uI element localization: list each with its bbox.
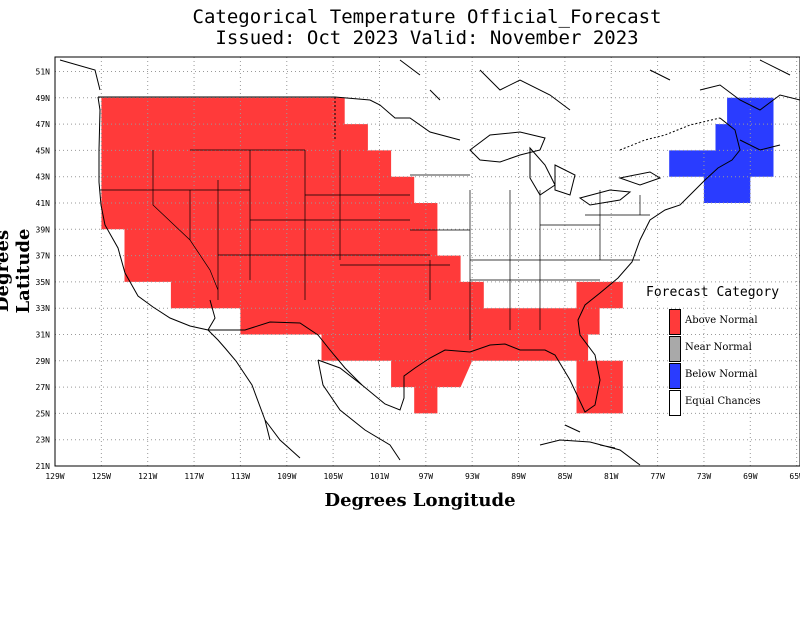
y-tick-label: 41N <box>36 199 51 208</box>
legend-label-below-normal: Below Normal <box>685 369 758 380</box>
mexico-border <box>208 321 363 386</box>
swatch-equal-chances <box>669 390 681 416</box>
us-coastline <box>97 96 271 441</box>
y-tick-label: 43N <box>36 173 51 182</box>
x-tick-label: 113W <box>231 472 250 481</box>
y-tick-label: 31N <box>36 331 51 340</box>
x-axis-label: Degrees Longitude <box>324 490 516 511</box>
y-tick-label: 51N <box>36 68 51 77</box>
great-lakes <box>469 131 662 206</box>
x-tick-label: 65W <box>789 472 800 481</box>
y-tick-label: 27N <box>36 383 51 392</box>
chart-title: Categorical Temperature Official_Forecas… <box>192 6 662 28</box>
x-tick-label: 69W <box>743 472 758 481</box>
x-tick-label: 85W <box>558 472 573 481</box>
x-tick-label: 121W <box>138 472 157 481</box>
y-tick-labels: 51N 49N 47N 45N 43N 41N 39N 37N 35N 33N 31N 29N 27N 2… <box>36 68 51 472</box>
x-tick-label: 73W <box>697 472 712 481</box>
x-tick-label: 105W <box>323 472 342 481</box>
legend-label-above-normal: Above Normal <box>685 315 758 326</box>
y-axis-label: Degrees Latitude <box>0 228 34 314</box>
y-tick-label: 25N <box>36 409 51 418</box>
y-tick-label: 23N <box>36 436 51 445</box>
legend-title: Forecast Category <box>646 285 780 300</box>
chart-subtitle: Issued: Oct 2023 Valid: November 2023 <box>215 27 639 49</box>
canada-border-east <box>334 97 721 151</box>
legend-label-equal-chances: Equal Chances <box>685 396 761 407</box>
y-tick-label: 37N <box>36 252 51 261</box>
y-tick-label: 33N <box>36 304 51 313</box>
legend-label-near-normal: Near Normal <box>685 342 752 353</box>
x-tick-label: 93W <box>465 472 480 481</box>
x-tick-label: 101W <box>370 472 389 481</box>
x-tick-label: 125W <box>92 472 111 481</box>
y-tick-label: 39N <box>36 225 51 234</box>
cuba-coast <box>539 439 641 466</box>
y-tick-label: 47N <box>36 120 51 129</box>
plot-frame <box>54 56 800 467</box>
swatch-below-normal <box>669 363 681 389</box>
below-normal-region <box>669 97 774 203</box>
x-tick-label: 77W <box>650 472 665 481</box>
canada-coast <box>59 59 800 151</box>
map-boundaries <box>59 59 800 466</box>
x-tick-label: 109W <box>277 472 296 481</box>
y-tick-label: 29N <box>36 357 51 366</box>
y-tick-label: 45N <box>36 146 51 155</box>
y-tick-label: 35N <box>36 278 51 287</box>
y-tick-label: 49N <box>36 94 51 103</box>
y-tick-label: 21N <box>36 462 51 471</box>
state-boundaries <box>100 149 650 340</box>
x-tick-labels: 129W 125W 121W 117W 113W 109W 105W 101W 97W 93W 89… <box>45 472 800 481</box>
gulf-coast <box>317 117 741 413</box>
swatch-near-normal <box>669 336 681 362</box>
x-tick-label: 89W <box>511 472 526 481</box>
x-tick-label: 117W <box>184 472 203 481</box>
swatch-above-normal <box>669 309 681 335</box>
grid-lines <box>55 57 800 466</box>
x-tick-label: 97W <box>419 472 434 481</box>
mexico-coast <box>264 359 401 461</box>
x-tick-label: 81W <box>604 472 619 481</box>
us-border-north <box>98 96 461 141</box>
x-tick-label: 129W <box>45 472 64 481</box>
florida-keys <box>564 424 581 433</box>
